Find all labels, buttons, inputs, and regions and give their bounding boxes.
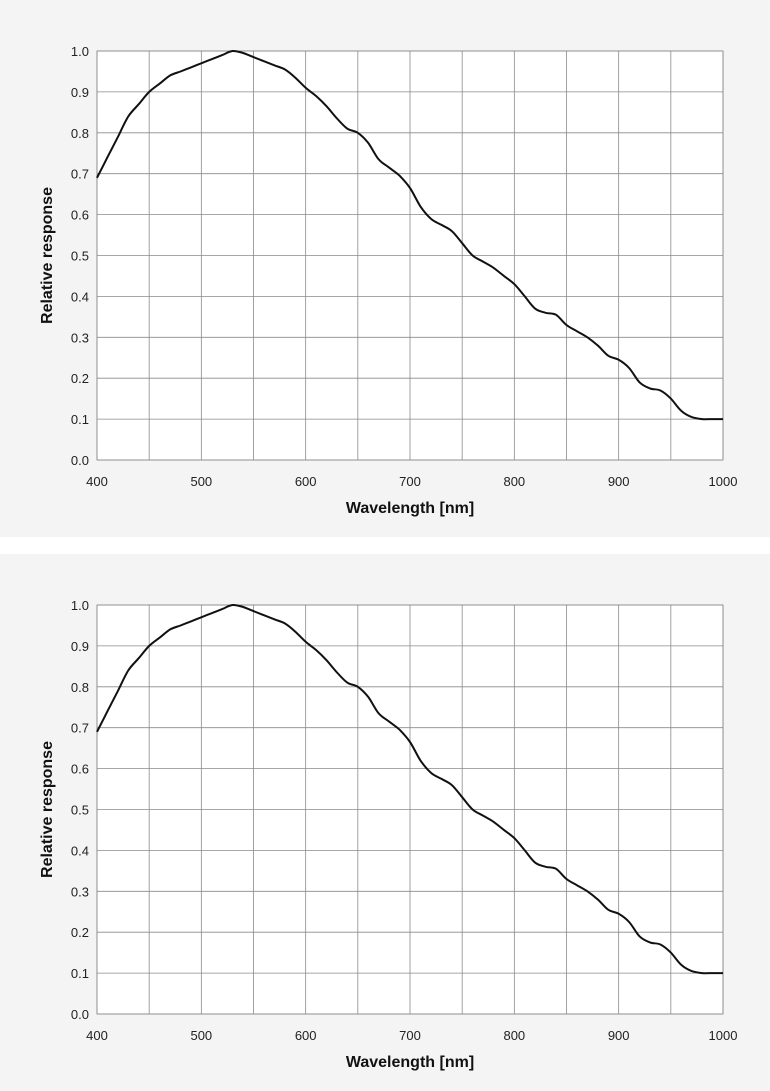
y-tick-label: 1.0 — [71, 44, 89, 59]
response-curve — [96, 49, 723, 421]
x-tick-label: 600 — [295, 1028, 317, 1043]
y-tick-label: 0.1 — [71, 412, 89, 427]
y-axis-title: Relative response — [39, 741, 56, 878]
y-tick-labels: 0.0 0.1 0.2 0.3 0.4 0.5 0.6 0.7 0.8 0.9 1.0 — [71, 44, 89, 468]
y-tick-label: 0.3 — [71, 884, 89, 899]
y-tick-label: 0.6 — [71, 208, 89, 223]
y-tick-label: 0.5 — [71, 803, 89, 818]
y-tick-label: 0.4 — [71, 843, 89, 858]
y-tick-label: 0.2 — [71, 371, 89, 386]
x-tick-label: 600 — [295, 474, 317, 489]
y-tick-label: 0.8 — [71, 126, 89, 141]
x-tick-labels: 400 500 600 700 800 900 1000 — [86, 1028, 737, 1043]
x-axis-title: Wavelength [nm] — [346, 500, 474, 517]
x-tick-label: 700 — [399, 474, 421, 489]
y-tick-label: 0.0 — [71, 1007, 89, 1022]
x-tick-label: 400 — [86, 474, 108, 489]
chart-1: 400 500 600 700 800 900 1000 0.00.10.20.30.40.… — [39, 44, 737, 517]
y-tick-label: 0.6 — [71, 762, 89, 777]
chart-panel-2: 400 500 600 700 800 900 1000 0.0 0.1 0.2 0.3 0.4 0.… — [0, 554, 770, 1091]
x-tick-label: 900 — [608, 474, 630, 489]
y-tick-label: 0.9 — [71, 639, 89, 654]
chart-panel-1: 400 500 600 700 800 900 1000 0.0 0.1 0.2 0.3 0.4 0.… — [0, 0, 770, 537]
x-tick-label: 800 — [503, 474, 525, 489]
y-tick-label: 0.7 — [71, 167, 89, 182]
x-tick-label: 900 — [608, 1028, 630, 1043]
y-tick-label: 1.0 — [71, 598, 89, 613]
y-tick-label: 0.9 — [71, 85, 89, 100]
x-tick-label: 500 — [190, 1028, 212, 1043]
y-tick-label: 0.0 — [71, 453, 89, 468]
x-tick-label: 1000 — [709, 1028, 738, 1043]
x-tick-label: 500 — [190, 474, 212, 489]
x-tick-label: 400 — [86, 1028, 108, 1043]
chart-2: 400 500 600 700 800 900 1000 0.00.10.20.30.40.… — [39, 598, 737, 1071]
x-tick-label: 1000 — [709, 474, 738, 489]
y-axis-title: Relative response — [39, 187, 56, 324]
x-axis-title: Wavelength [nm] — [346, 1054, 474, 1071]
y-tick-label: 0.7 — [71, 721, 89, 736]
x-tick-labels: 400 500 600 700 800 900 1000 — [86, 474, 737, 489]
y-tick-label: 0.1 — [71, 966, 89, 981]
y-tick-label: 0.3 — [71, 330, 89, 345]
x-tick-label: 700 — [399, 1028, 421, 1043]
x-tick-label: 800 — [503, 1028, 525, 1043]
gridlines — [96, 604, 724, 1015]
response-curve — [96, 603, 723, 975]
y-tick-label: 0.4 — [71, 289, 89, 304]
y-tick-label: 0.8 — [71, 680, 89, 695]
y-tick-label: 0.5 — [71, 249, 89, 264]
gridlines — [96, 50, 724, 461]
y-tick-label: 0.2 — [71, 925, 89, 940]
y-tick-labels: 0.0 0.1 0.2 0.3 0.4 0.5 0.6 0.7 0.8 0.9 1.0 — [71, 598, 89, 1022]
